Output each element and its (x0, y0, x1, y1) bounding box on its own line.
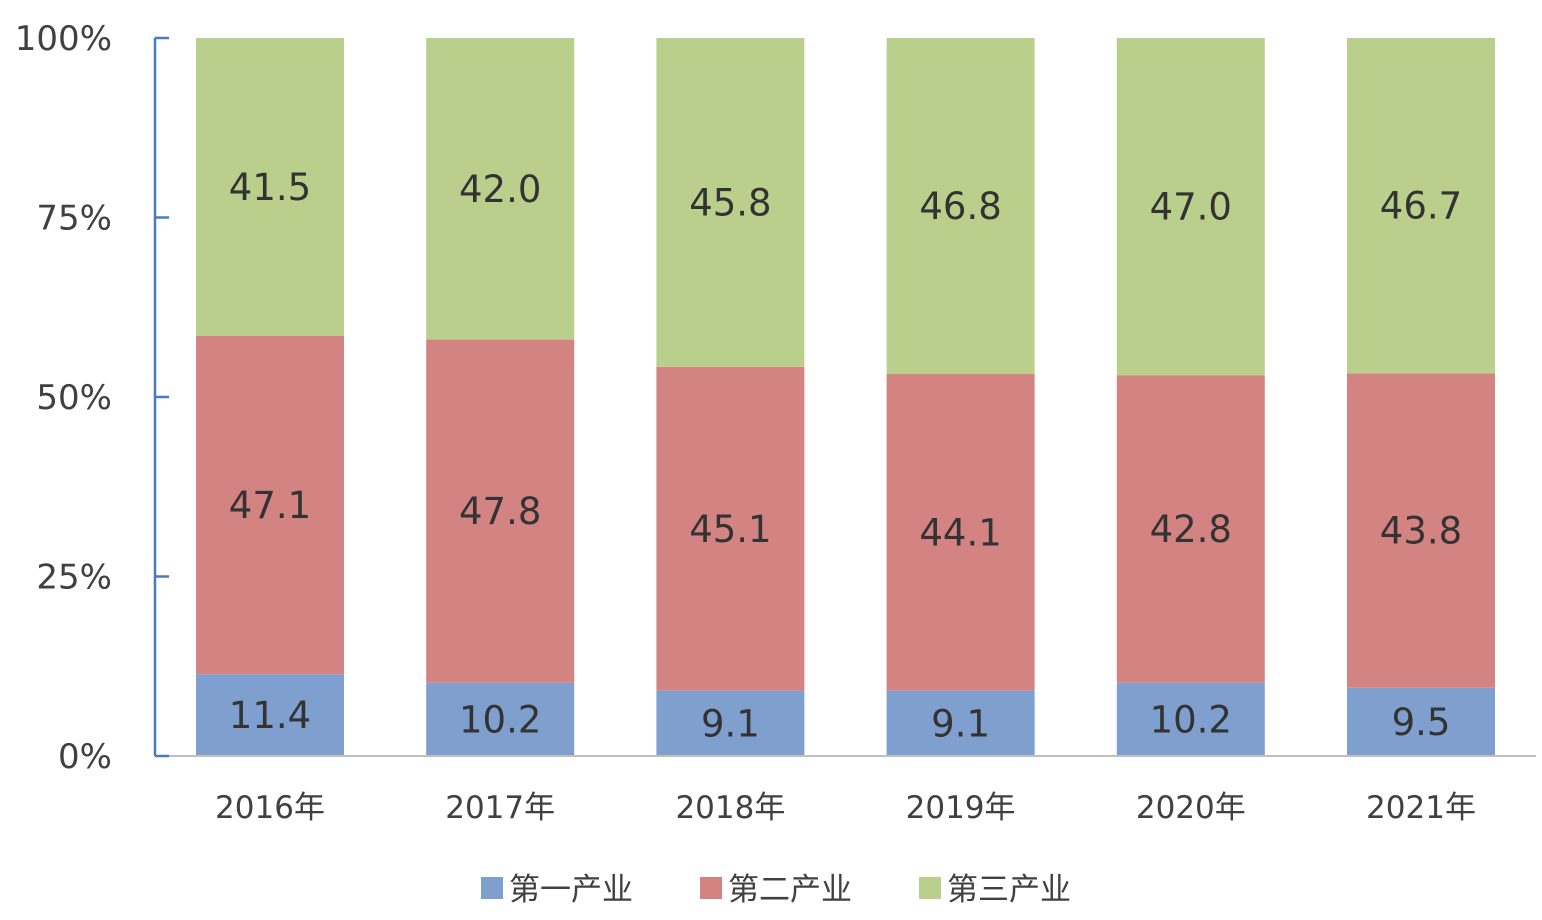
data-label: 10.2 (1150, 698, 1232, 741)
x-tick-label: 2019年 (906, 790, 1016, 826)
legend: 第一产业 第二产业 第三产业 (481, 872, 1071, 908)
legend-label: 第二产业 (728, 872, 852, 908)
bar-segment-2017年-第三产业 (426, 38, 575, 340)
x-tick-label: 2020年 (1136, 790, 1246, 826)
bar-segment-2016年-第一产业 (196, 674, 344, 756)
x-tick-label: 2021年 (1366, 790, 1476, 826)
axes-layer: 2016年 2017年 2018年 2019年 2020年 2021年 0% 25% 50% 75… (15, 19, 1536, 826)
bar-segment-2018年-第二产业 (656, 366, 805, 691)
y-tick-label: 50% (36, 378, 112, 418)
bar-segment-2018年-第三产业 (656, 38, 805, 367)
data-label: 46.7 (1380, 185, 1462, 228)
bar-segment-2019年-第三产业 (886, 38, 1035, 375)
data-label: 43.8 (1380, 510, 1462, 553)
data-label: 47.1 (229, 484, 311, 527)
legend-swatch-第一产业 (481, 877, 503, 899)
data-label: 46.8 (919, 185, 1001, 228)
legend-label: 第一产业 (509, 872, 633, 908)
y-tick-label: 0% (58, 737, 112, 777)
data-label: 45.8 (689, 181, 771, 224)
x-tick-label: 2017年 (445, 790, 555, 826)
y-tick-label: 100% (15, 19, 112, 59)
data-label: 42.8 (1150, 508, 1232, 551)
legend-label: 第三产业 (947, 872, 1071, 908)
data-label: 45.1 (689, 508, 771, 551)
bar-segment-2018年-第一产业 (656, 690, 805, 756)
y-tick-label: 25% (36, 558, 112, 598)
x-tick-label: 2016年 (215, 790, 325, 826)
bar-segment-2019年-第一产业 (886, 690, 1035, 756)
data-label: 10.2 (459, 698, 541, 741)
data-label: 41.5 (229, 166, 311, 209)
x-tick-label: 2018年 (675, 790, 785, 826)
bar-segment-2021年-第一产业 (1347, 687, 1495, 756)
bar-segment-2016年-第二产业 (196, 335, 344, 675)
bar-segment-2017年-第二产业 (426, 339, 575, 683)
y-tick-label: 75% (36, 199, 112, 239)
data-label: 44.1 (919, 511, 1001, 554)
bar-segment-2016年-第三产业 (196, 38, 344, 336)
data-label: 42.0 (459, 168, 541, 211)
data-label: 9.5 (1392, 701, 1451, 744)
data-label: 47.8 (459, 490, 541, 533)
data-label: 11.4 (229, 694, 311, 737)
bar-segment-2021年-第三产业 (1347, 38, 1495, 374)
legend-swatch-第二产业 (700, 877, 722, 899)
data-label: 47.0 (1150, 186, 1232, 229)
bars-layer (196, 38, 1495, 756)
data-label: 9.1 (931, 702, 990, 745)
bar-segment-2017年-第一产业 (426, 682, 575, 756)
bar-segment-2021年-第二产业 (1347, 373, 1495, 688)
bar-segment-2020年-第三产业 (1116, 38, 1265, 376)
legend-swatch-第三产业 (919, 877, 941, 899)
bar-segment-2020年-第一产业 (1116, 682, 1265, 756)
data-label: 9.1 (701, 702, 760, 745)
bar-segment-2020年-第二产业 (1116, 375, 1265, 683)
data-labels-layer: 11.4 47.1 41.5 10.2 47.8 42.0 9.1 45.1 45.8 9.1 44… (229, 166, 1462, 745)
bar-segment-2019年-第二产业 (886, 374, 1035, 691)
